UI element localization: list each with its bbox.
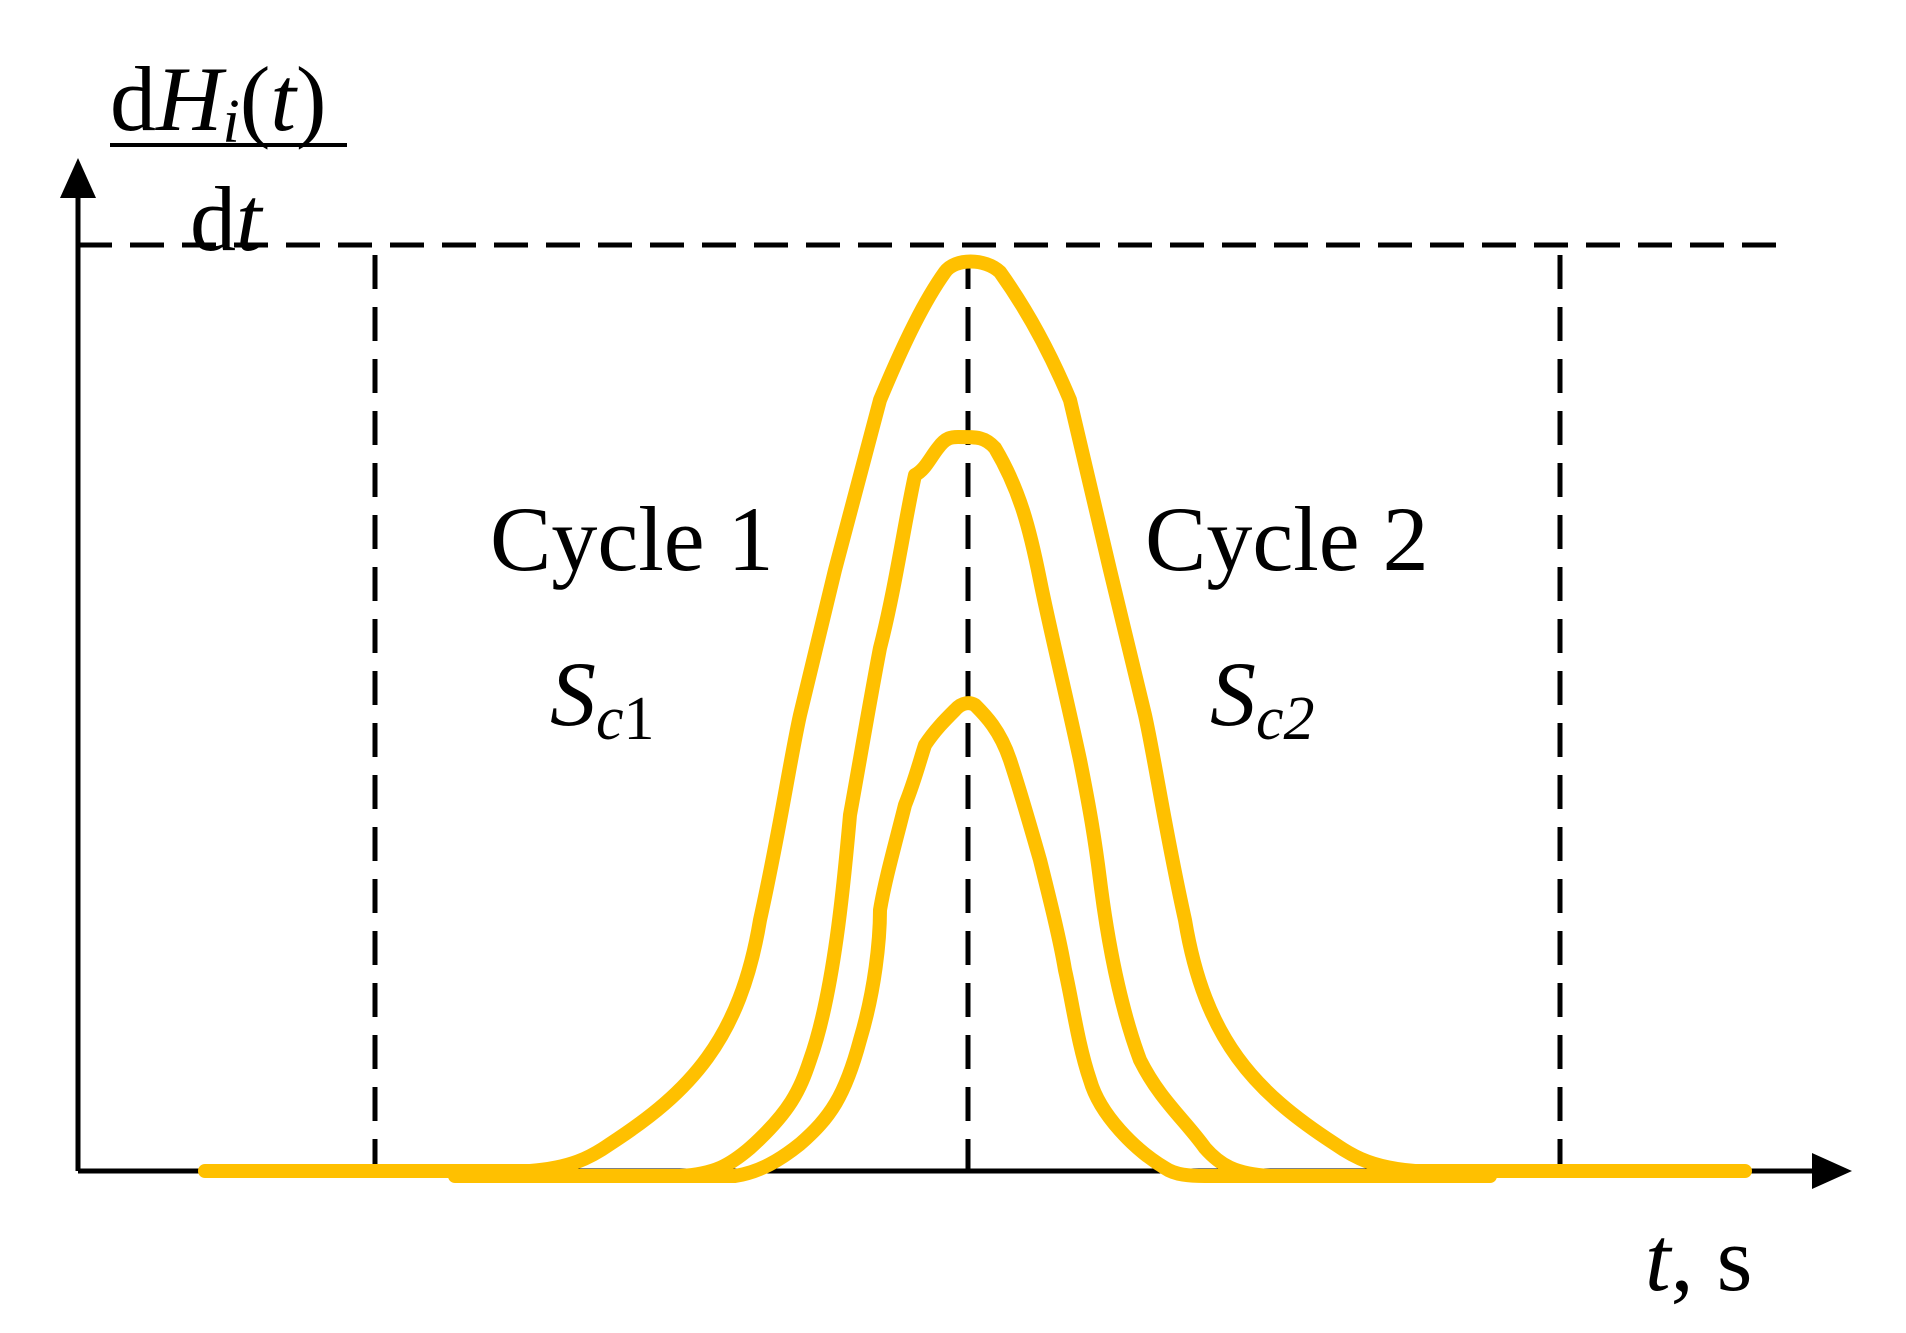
x-axis-label: t, s — [1645, 1208, 1752, 1310]
y-label-H: H — [155, 48, 227, 150]
cycle2-symbol-S: S — [1210, 643, 1256, 745]
cycle1-symbol-c: c — [596, 685, 624, 753]
svg-text:dHi(t): dHi(t) — [110, 48, 327, 156]
y-label-i: i — [222, 88, 239, 156]
y-label-d: d — [110, 48, 156, 150]
y-label-den-t: t — [236, 168, 264, 270]
cycle2-symbol: Sc2 — [1210, 643, 1315, 753]
curve-medium — [448, 430, 1497, 1183]
curve-large — [198, 254, 1752, 1178]
cycle1-symbol-S: S — [550, 643, 596, 745]
svg-text:dt: dt — [190, 168, 264, 270]
cycle1-title: Cycle 1 — [490, 488, 774, 590]
y-label-paren-open: ( — [240, 48, 271, 150]
y-label-t: t — [270, 48, 298, 150]
curve-small — [603, 696, 1307, 1183]
cycle2-symbol-c: c — [1256, 685, 1284, 753]
cycle1-symbol: Sc1 — [550, 643, 655, 753]
x-axis-arrow — [1812, 1153, 1852, 1189]
y-axis-label: dHi(t) dt — [110, 48, 347, 270]
cycle2-symbol-n: 2 — [1284, 685, 1315, 753]
cycle1-symbol-n: 1 — [624, 685, 655, 753]
x-label-t: t — [1645, 1208, 1673, 1310]
cycle2-title: Cycle 2 — [1145, 488, 1429, 590]
x-label-unit: , s — [1671, 1208, 1753, 1310]
y-label-den-d: d — [190, 168, 236, 270]
y-axis-arrow — [60, 158, 96, 198]
y-label-paren-close: ) — [296, 48, 327, 150]
